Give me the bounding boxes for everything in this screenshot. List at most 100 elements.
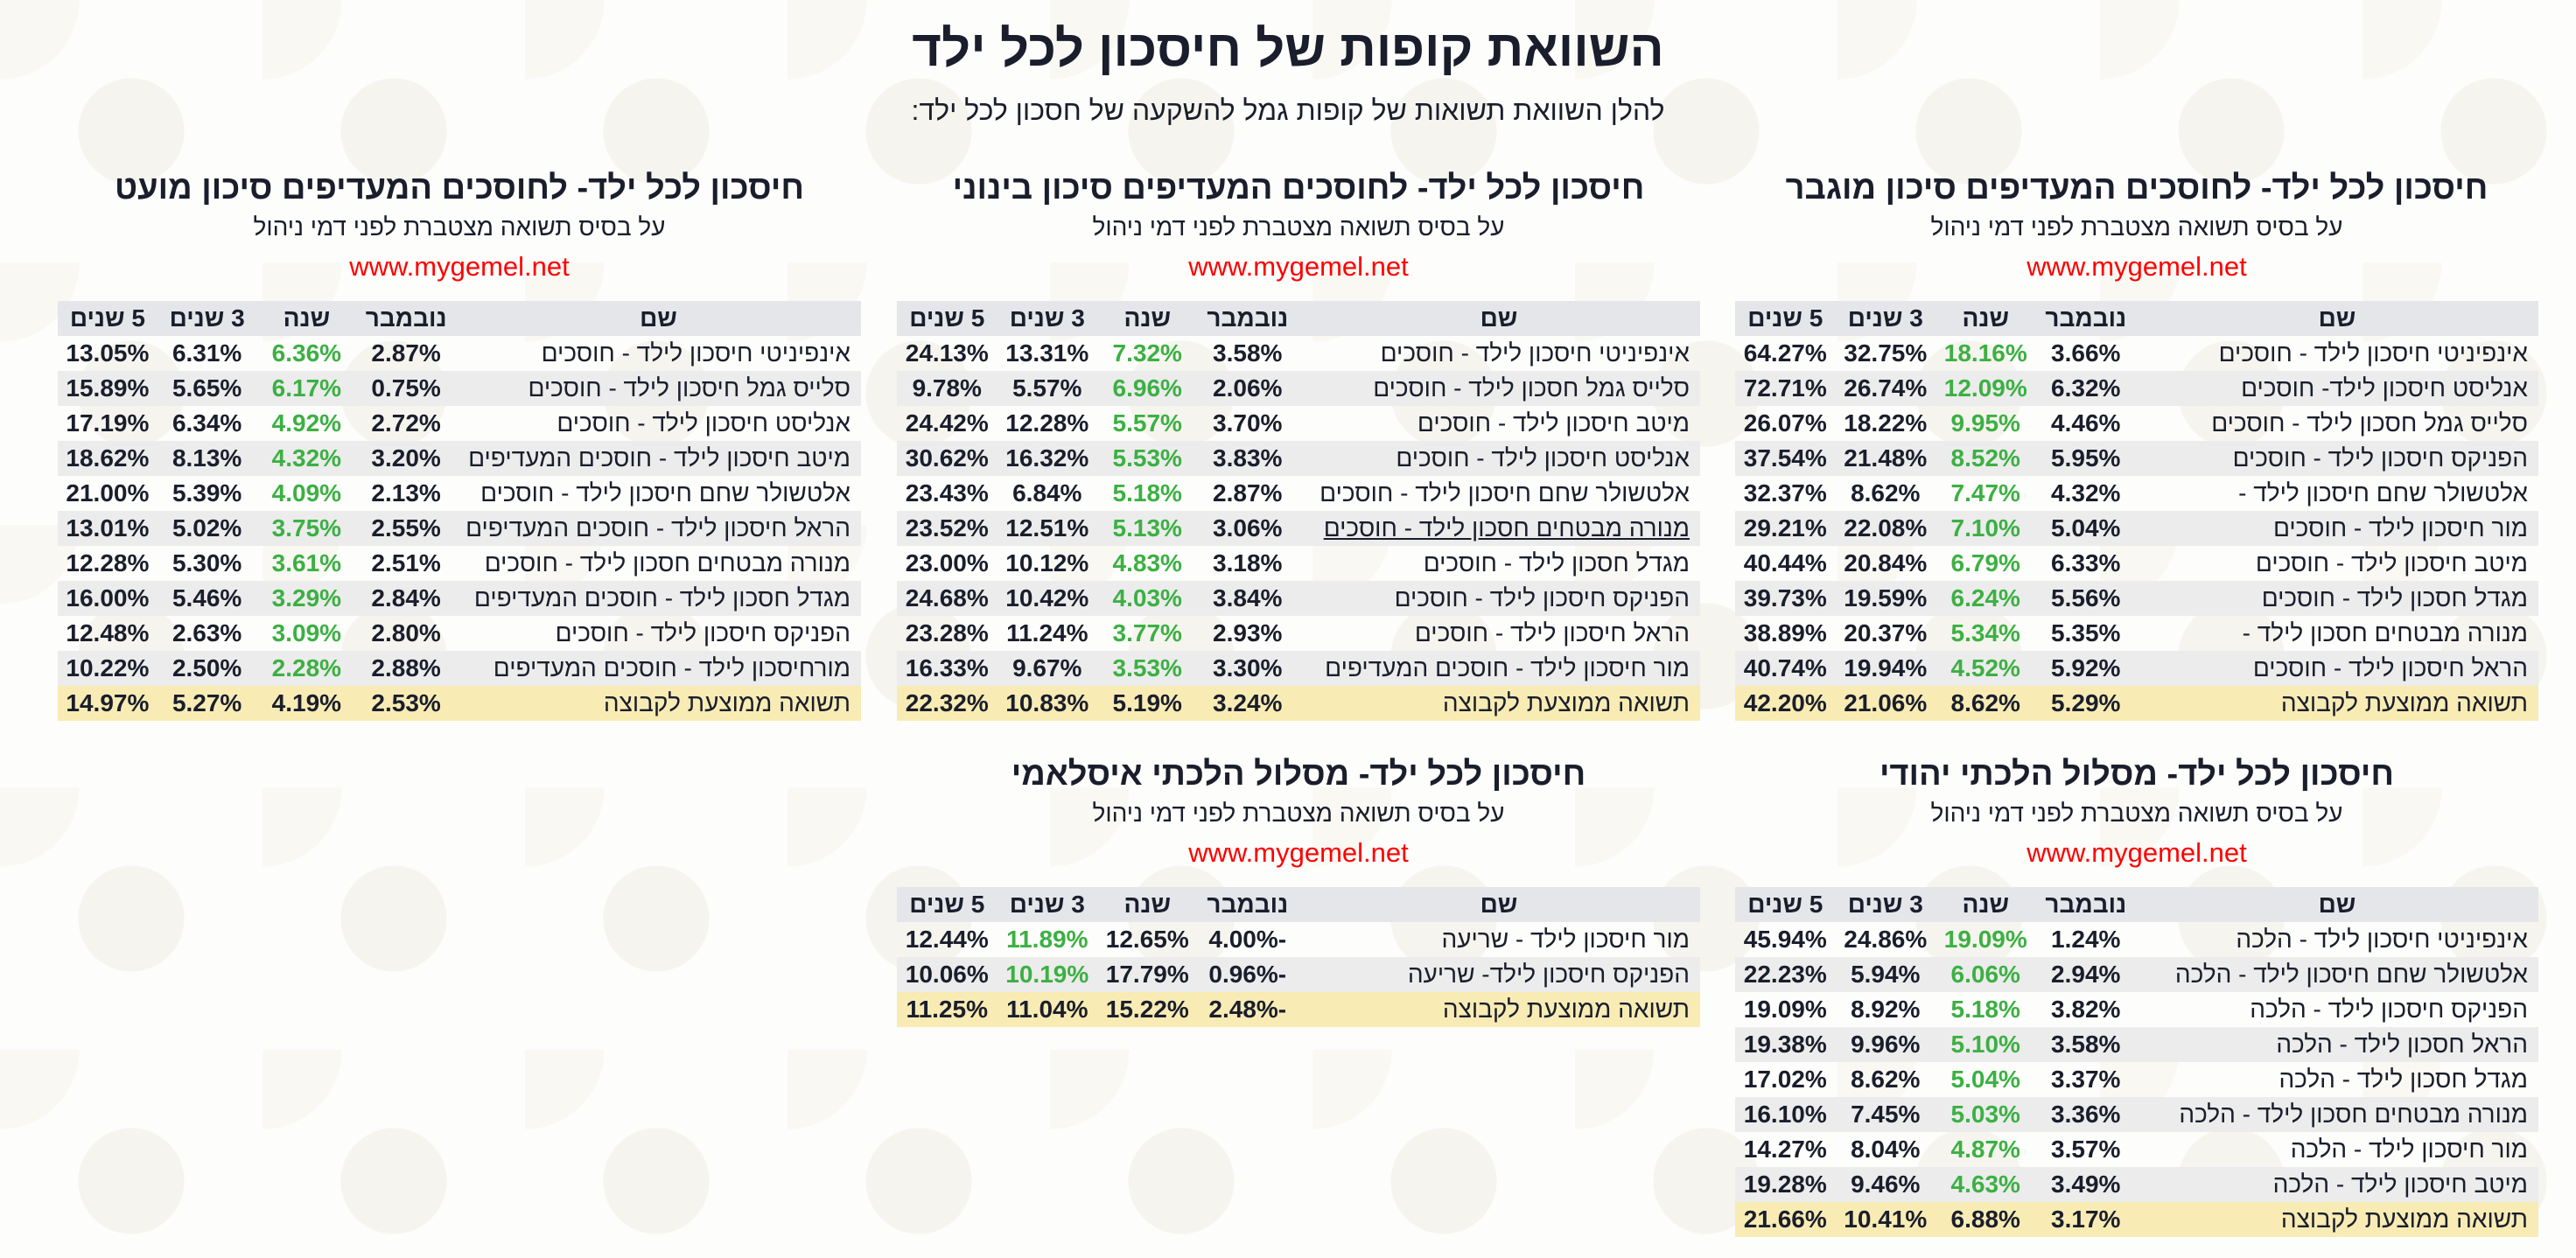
return-value: 11.89%: [1006, 926, 1088, 953]
fund-name-link[interactable]: הראל חסכון לילד - הלכה: [2135, 1027, 2538, 1062]
column-header[interactable]: 3 שנים: [1835, 887, 1936, 922]
fund-name-link[interactable]: אנליסט חיסכון לילד - חוסכים: [556, 409, 850, 437]
fund-name-link[interactable]: הפניקס חיסכון לילד - חוסכים: [1297, 581, 1700, 616]
column-header[interactable]: שם: [455, 301, 861, 336]
fund-name-link[interactable]: מנורה מבטחים חסכון לילד -: [2242, 619, 2528, 646]
fund-name-link[interactable]: מור חיסכון לילד - חוסכים המעדיפים: [1297, 651, 1700, 686]
return-value: 5.04%: [2035, 511, 2136, 546]
fund-name-link[interactable]: הראל חיסכון לילד - חוסכים המעדיפים: [455, 511, 861, 546]
fund-name-link[interactable]: אינפיניטי חיסכון לילד - חוסכים: [541, 339, 850, 367]
fund-name-link[interactable]: סלייס גמל חסכון לילד - חוסכים: [1297, 371, 1700, 406]
fund-name-link[interactable]: מגדל חסכון לילד - חוסכים המעדיפים: [455, 581, 861, 616]
column-header[interactable]: 5 שנים: [1735, 887, 1836, 922]
column-header[interactable]: נובמבר: [1197, 301, 1298, 336]
fund-name-link[interactable]: אינפיניטי חיסכון לילד - הלכה: [2236, 926, 2528, 953]
return-value: 10.42%: [997, 581, 1098, 616]
column-header[interactable]: שנה: [1097, 887, 1198, 922]
returns-table: שם נובמבר שנה 3 שנים 5 שנים מור חיסכון לילד -…: [897, 887, 1700, 1027]
return-value: 5.18%: [1112, 479, 1182, 507]
column-header[interactable]: 3 שנים: [157, 301, 257, 336]
fund-name-link[interactable]: אינפיניטי חיסכון לילד - חוסכים: [1380, 339, 1690, 367]
return-value: 5.94%: [1835, 957, 1936, 992]
return-value: 9.46%: [1835, 1167, 1936, 1202]
fund-name-link[interactable]: אלטשולר שחם חיסכון לילד -: [2238, 479, 2528, 507]
return-value: 3.53%: [1097, 651, 1198, 686]
fund-name-link[interactable]: אלטשולר שחם חיסכון לילד - הלכה: [2135, 957, 2538, 992]
return-value: 2.06%: [1197, 371, 1298, 406]
column-header[interactable]: שנה: [1097, 301, 1198, 336]
column-header[interactable]: שנה: [256, 301, 357, 336]
average-value: 42.20%: [1735, 686, 1836, 721]
column-header[interactable]: שם: [1297, 887, 1700, 922]
column-header[interactable]: נובמבר: [1197, 887, 1298, 922]
fund-name-link[interactable]: אלטשולר שחם חיסכון לילד - חוסכים: [480, 479, 850, 507]
group-average-row: תשואה ממוצעת לקבוצה 3.24% 5.19% 10.83% 22.32…: [897, 686, 1700, 721]
column-header[interactable]: שם: [2135, 301, 2538, 336]
fund-name-link[interactable]: מיטב חיסכון לילד - חוסכים המעדיפים: [455, 441, 861, 476]
return-value: 9.67%: [997, 651, 1098, 686]
table-row: מור חיסכון לילד - חוסכים המעדיפים 3.30% 3.…: [897, 651, 1700, 686]
column-header[interactable]: שנה: [1936, 887, 2036, 922]
column-header[interactable]: שנה: [1936, 301, 2036, 336]
fund-name-link[interactable]: מנורה מבטחים חסכון לילד - הלכה: [2135, 1097, 2538, 1132]
fund-name-link[interactable]: מור חיסכון לילד - חוסכים: [2135, 511, 2538, 546]
fund-name-link[interactable]: סלייס גמל חיסכון לילד - חוסכים: [455, 371, 861, 406]
fund-name-link[interactable]: הפניקס חיסכון לילד - חוסכים: [555, 619, 850, 646]
fund-name-link[interactable]: מנורה מבטחים חסכון לילד - חוסכים: [484, 549, 850, 577]
column-header[interactable]: 3 שנים: [997, 301, 1098, 336]
group-average-row: תשואה ממוצעת לקבוצה 2.53% 4.19% 5.27% 14.97%: [58, 686, 861, 721]
fund-name-link[interactable]: מגדל חסכון לילד - חוסכים: [1423, 549, 1690, 577]
column-header[interactable]: נובמבר: [356, 301, 456, 336]
average-value: 21.66%: [1735, 1202, 1836, 1237]
site-link[interactable]: www.mygemel.net: [1188, 251, 1409, 282]
fund-name-link[interactable]: מורחיסכון לילד - חוסכים המעדיפים: [455, 651, 861, 686]
return-value: 26.74%: [1835, 371, 1936, 406]
table-row: מנורה מבטחים חסכון לילד - חוסכים 2.51% 3.6…: [58, 546, 861, 581]
returns-table: שם נובמבר שנה 3 שנים 5 שנים אינפיניטי חיסכון …: [1735, 301, 2538, 721]
fund-name-link[interactable]: אינפיניטי חיסכון לילד - חוסכים: [2218, 339, 2528, 367]
column-header[interactable]: נובמבר: [2035, 887, 2136, 922]
fund-name-link[interactable]: סלייס גמל חסכון לילד - חוסכים: [2211, 409, 2528, 437]
column-header[interactable]: 3 שנים: [1835, 301, 1936, 336]
fund-name-link[interactable]: מנורה מבטחים חסכון לילד - חוסכים: [1297, 511, 1700, 546]
column-header[interactable]: נובמבר: [2035, 301, 2136, 336]
fund-name-link[interactable]: מיטב חיסכון לילד - חוסכים: [1417, 409, 1690, 437]
return-value: 4.83%: [1112, 549, 1182, 577]
fund-name-link[interactable]: הראל חיסכון לילד - חוסכים: [2135, 651, 2538, 686]
fund-name-link[interactable]: הפניקס חיסכון לילד - חוסכים: [2135, 441, 2538, 476]
fund-name-link[interactable]: אלטשולר שחם חיסכון לילד - חוסכים: [1320, 479, 1690, 507]
fund-name-link[interactable]: אנליסט חיסכון לילד- חוסכים: [2135, 371, 2538, 406]
return-value: -4.00%: [1208, 926, 1287, 953]
column-header[interactable]: שם: [1297, 301, 1700, 336]
fund-name-link[interactable]: הראל חיסכון לילד - חוסכים: [1414, 619, 1690, 646]
column-header[interactable]: 3 שנים: [997, 887, 1098, 922]
return-value: 6.36%: [271, 339, 342, 367]
fund-name-link[interactable]: הפניקס חיסכון לילד - הלכה: [2250, 996, 2528, 1023]
fund-name-link[interactable]: מור חיסכון לילד - שריעה: [1441, 926, 1690, 953]
fund-name-link[interactable]: הפניקס חיסכון לילד- שריעה: [1297, 957, 1700, 992]
fund-name-link[interactable]: מיטב חיסכון לילד - הלכה: [2135, 1167, 2538, 1202]
fund-name-link[interactable]: אנליסט חיסכון לילד - חוסכים: [1297, 441, 1700, 476]
return-value: 17.02%: [1743, 1066, 1827, 1093]
average-value: 2.53%: [356, 686, 456, 721]
column-header[interactable]: 5 שנים: [897, 301, 998, 336]
fund-name-link[interactable]: מגדל חסכון לילד - הלכה: [2278, 1066, 2528, 1093]
column-header[interactable]: 5 שנים: [1735, 301, 1836, 336]
return-value: 2.72%: [371, 409, 441, 437]
fund-name-link[interactable]: מגדל חסכון לילד - חוסכים: [2135, 581, 2538, 616]
table-row: הראל חיסכון לילד - חוסכים 5.92% 4.52% 19.94…: [1735, 651, 2538, 686]
fund-name-link[interactable]: מור חיסכון לילד - הלכה: [2290, 1136, 2528, 1163]
column-header[interactable]: 5 שנים: [58, 301, 158, 336]
fund-name-link[interactable]: מיטב חיסכון לילד - חוסכים: [2255, 549, 2528, 577]
return-value: 5.46%: [157, 581, 257, 616]
site-link[interactable]: www.mygemel.net: [1188, 837, 1409, 868]
site-link[interactable]: www.mygemel.net: [2026, 837, 2247, 868]
return-value: 21.48%: [1835, 441, 1936, 476]
group-average-row: תשואה ממוצעת לקבוצה 3.17% 6.88% 10.41% 21.66…: [1735, 1202, 2538, 1237]
site-link[interactable]: www.mygemel.net: [2026, 251, 2247, 282]
section-subtitle: על בסיס תשואה מצטברת לפני דמי ניהול: [253, 213, 666, 241]
site-link[interactable]: www.mygemel.net: [349, 251, 570, 282]
return-value: 5.57%: [1112, 409, 1182, 437]
column-header[interactable]: שם: [2135, 887, 2538, 922]
column-header[interactable]: 5 שנים: [897, 887, 998, 922]
